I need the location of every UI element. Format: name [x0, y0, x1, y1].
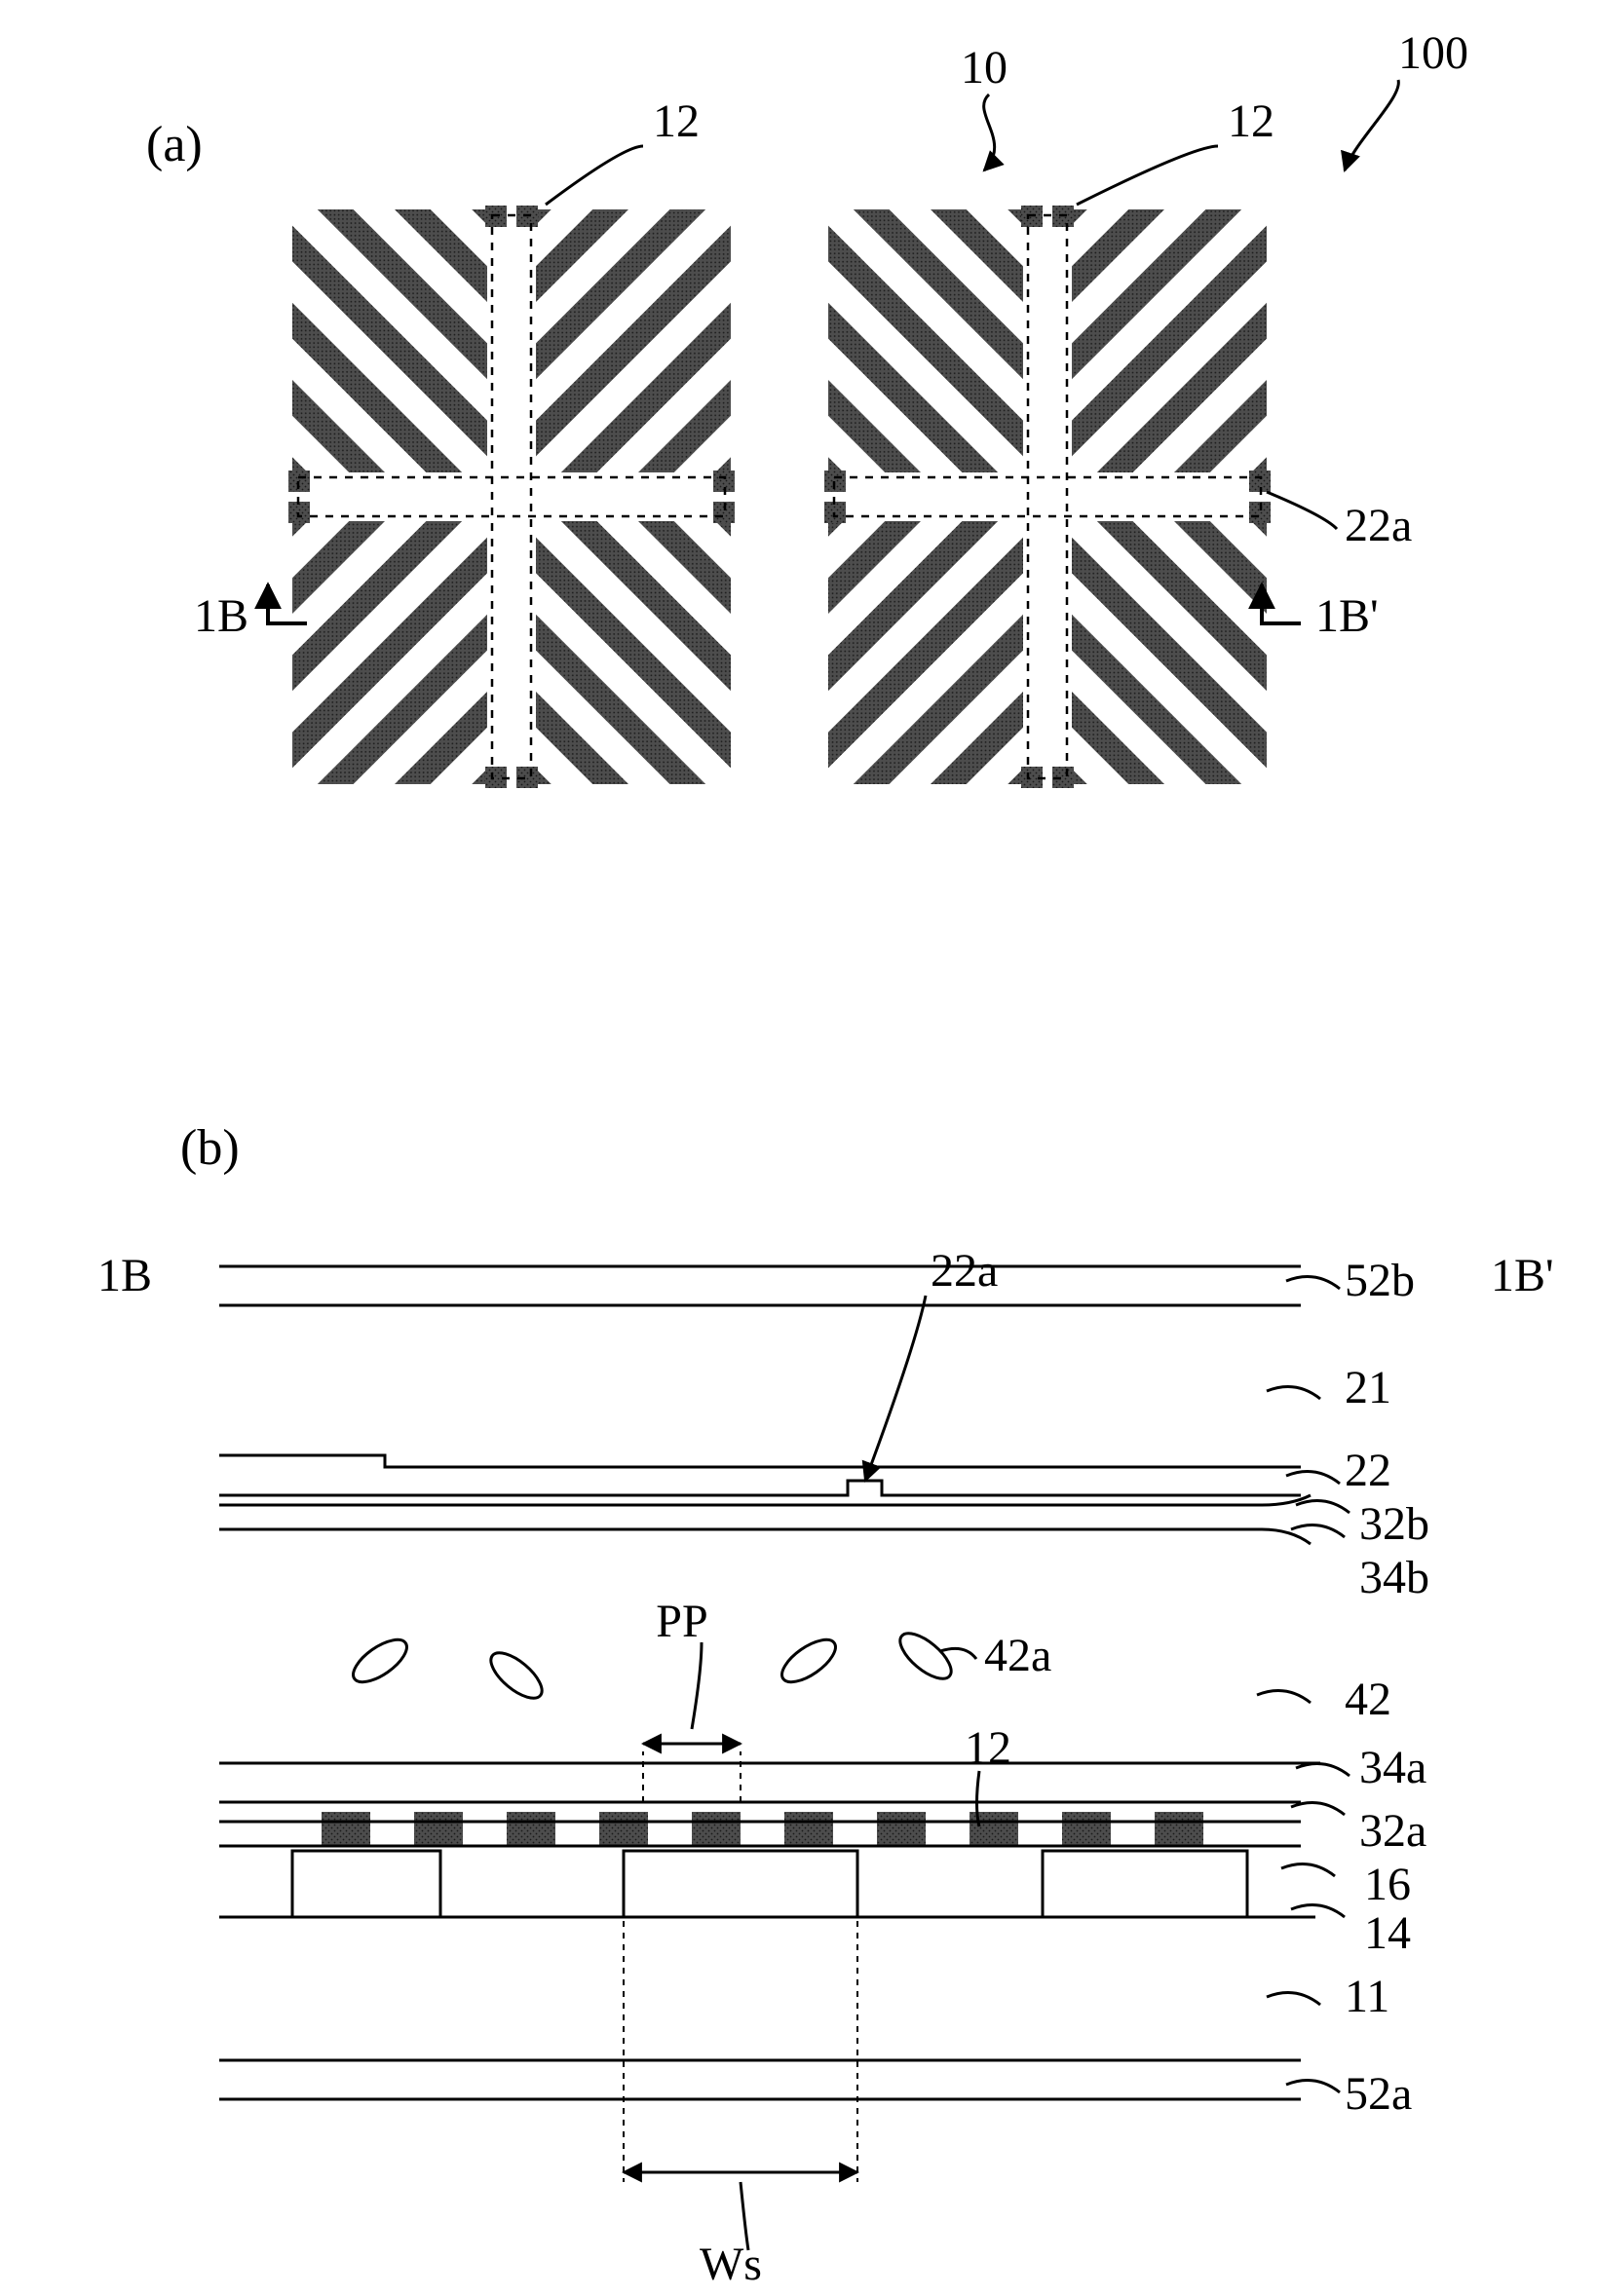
svg-text:22: 22: [1345, 1445, 1391, 1496]
svg-text:1B: 1B: [194, 590, 248, 642]
svg-text:1B': 1B': [1491, 1250, 1554, 1301]
svg-text:10: 10: [961, 42, 1008, 94]
svg-text:(a): (a): [146, 117, 203, 172]
svg-text:16: 16: [1364, 1859, 1411, 1910]
svg-text:42: 42: [1345, 1674, 1391, 1725]
svg-text:32a: 32a: [1359, 1805, 1426, 1857]
svg-text:(b): (b): [180, 1120, 240, 1176]
svg-text:100: 100: [1398, 27, 1468, 79]
svg-text:PP: PP: [656, 1596, 707, 1647]
svg-text:34b: 34b: [1359, 1552, 1429, 1603]
svg-text:14: 14: [1364, 1907, 1411, 1959]
svg-text:52b: 52b: [1345, 1255, 1415, 1306]
svg-text:12: 12: [1228, 95, 1274, 147]
svg-text:52a: 52a: [1345, 2068, 1412, 2120]
svg-text:42a: 42a: [984, 1630, 1051, 1681]
svg-text:34a: 34a: [1359, 1742, 1426, 1793]
svg-text:22a: 22a: [1345, 500, 1412, 551]
svg-text:12: 12: [653, 95, 700, 147]
svg-text:11: 11: [1345, 1971, 1389, 2022]
svg-text:1B': 1B': [1315, 590, 1379, 642]
svg-text:22a: 22a: [931, 1245, 998, 1297]
svg-text:Ws: Ws: [700, 2239, 762, 2290]
svg-text:12: 12: [965, 1722, 1011, 1774]
svg-text:21: 21: [1345, 1362, 1391, 1413]
svg-text:1B: 1B: [97, 1250, 152, 1301]
svg-text:32b: 32b: [1359, 1498, 1429, 1550]
